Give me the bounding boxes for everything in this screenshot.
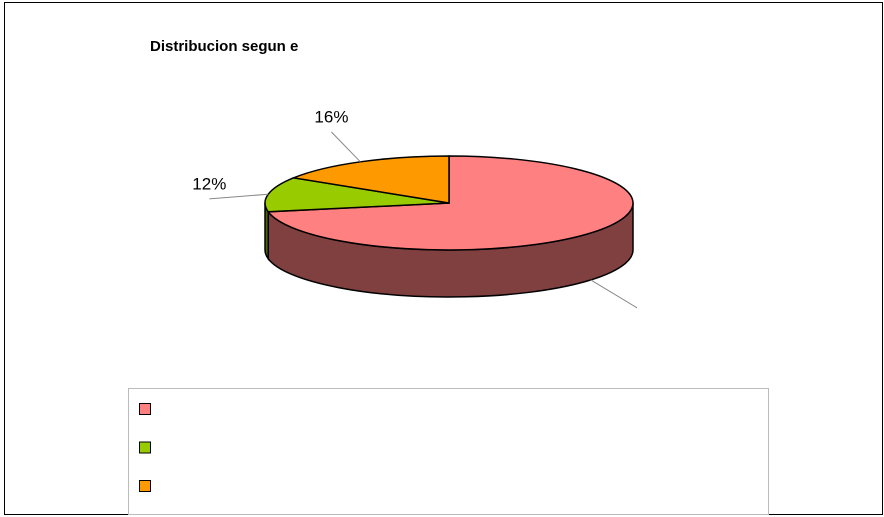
legend-swatch xyxy=(139,480,151,492)
pie-slice xyxy=(264,177,450,213)
leader-line xyxy=(209,193,269,200)
legend xyxy=(128,388,769,515)
pie-slice xyxy=(290,155,450,204)
leader-line xyxy=(331,131,361,163)
legend-swatch xyxy=(139,441,151,454)
data-label: 16% xyxy=(314,107,348,126)
legend-swatch xyxy=(139,403,151,415)
leader-line xyxy=(590,279,638,309)
chart-title: Distribucion segun e xyxy=(150,38,298,55)
pie-slice xyxy=(266,155,634,251)
data-label: 12% xyxy=(192,174,226,193)
